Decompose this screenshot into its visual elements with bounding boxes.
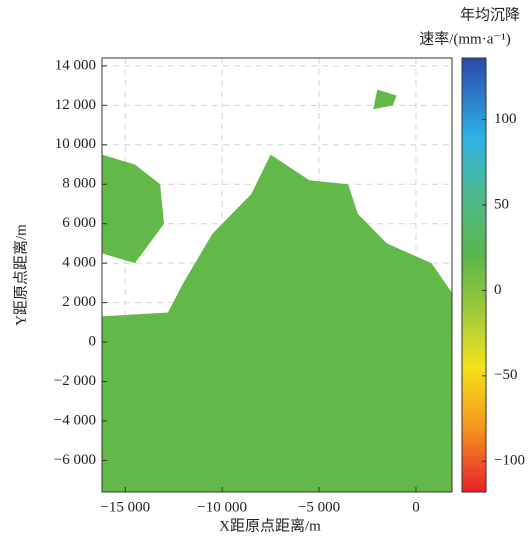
y-axis-label: Y距原点距离/m	[12, 224, 29, 326]
y-tick-label: 6 000	[62, 215, 96, 231]
deformation-area	[102, 154, 452, 492]
colorbar-title: 年均沉降	[460, 6, 520, 23]
y-tick-label: 12 000	[55, 97, 96, 113]
y-tick-label: −2 000	[54, 373, 96, 389]
y-tick-label: −4 000	[54, 412, 96, 428]
x-tick-label: 0	[412, 499, 420, 515]
y-tick-label: 10 000	[55, 136, 96, 152]
y-tick-label: 2 000	[62, 294, 96, 310]
y-tick-label: 0	[89, 334, 97, 350]
colorbar-tick-label: 0	[494, 282, 502, 298]
x-tick-label: −10 000	[197, 499, 247, 515]
x-axis-label: X距原点距离/m	[219, 517, 321, 534]
colorbar-tick-label: −50	[494, 367, 517, 383]
plot-frame	[101, 57, 453, 493]
y-tick-label: 4 000	[62, 255, 96, 271]
x-tick-label: −5 000	[298, 499, 340, 515]
colorbar-tick-label: −100	[494, 453, 525, 469]
colorbar-title: 速率/(mm·a⁻¹)	[419, 30, 511, 47]
deformation-area	[373, 89, 397, 110]
y-tick-label: 14 000	[55, 57, 96, 73]
y-tick-label: 8 000	[62, 176, 96, 192]
y-tick-label: −6 000	[54, 452, 96, 468]
colorbar-tick-label: 50	[494, 196, 509, 212]
colorbar	[461, 57, 487, 493]
colorbar-tick-label: 100	[494, 111, 517, 127]
deformation-area	[102, 154, 165, 264]
x-tick-label: −15 000	[100, 499, 150, 515]
